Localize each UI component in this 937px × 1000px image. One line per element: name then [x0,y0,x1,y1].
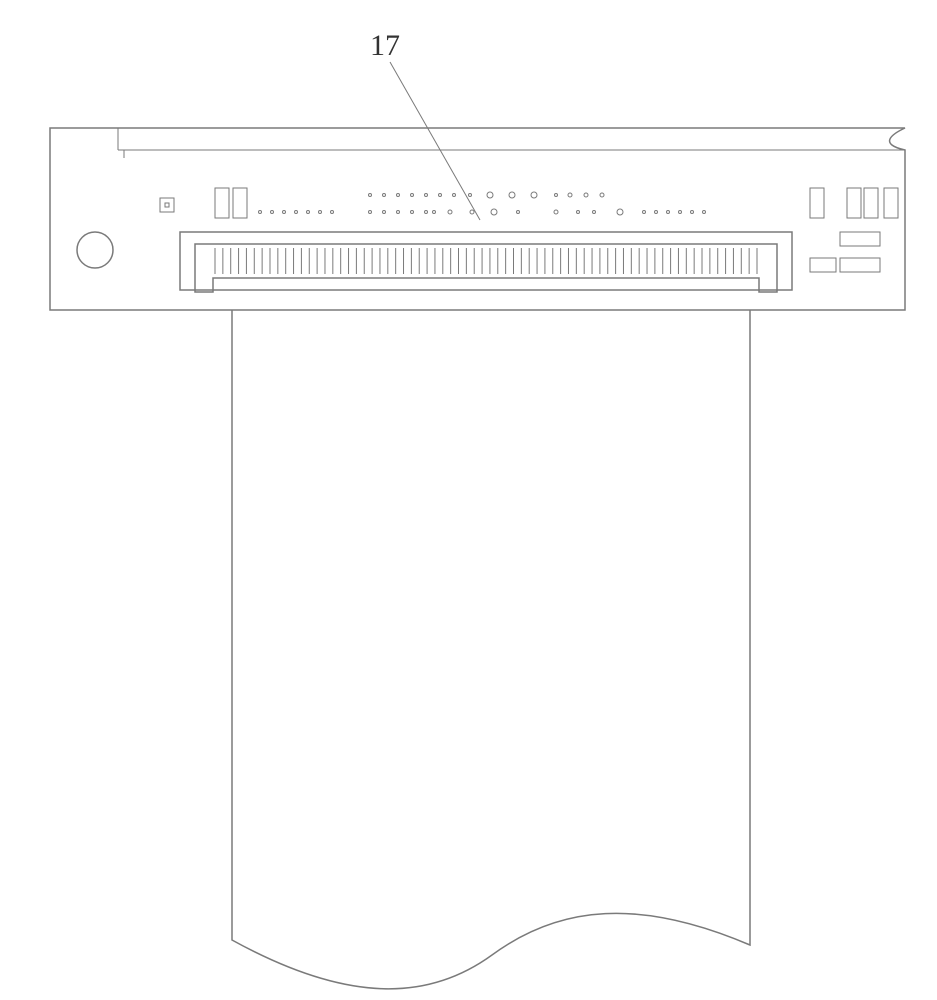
component-right-top-2 [864,188,878,218]
via-dot [411,194,414,197]
via-dot [509,192,515,198]
via-dot [295,211,298,214]
via-dot [439,194,442,197]
via-dot [667,211,670,214]
via-dot [469,194,472,197]
via-dot [470,210,474,214]
via-dot [307,211,310,214]
via-dot [319,211,322,214]
component-right-top-1 [847,188,861,218]
via-dot [617,209,623,215]
component-right-top-3 [884,188,898,218]
component-left-a [215,188,229,218]
component-right-low-0 [840,232,880,246]
via-dot [593,211,596,214]
component-right-top-0 [810,188,824,218]
via-dot [259,211,262,214]
flex-cable-outline [232,310,750,989]
via-dot [331,211,334,214]
via-dot [383,194,386,197]
via-dot [643,211,646,214]
via-dot [577,211,580,214]
test-pad-inner [165,203,169,207]
via-dot [425,211,428,214]
via-dot [425,194,428,197]
callout-17-leader [390,62,480,220]
via-dot [568,193,572,197]
via-dot [487,192,493,198]
via-dot [383,211,386,214]
connector-inner [195,244,777,292]
connector-pins [215,248,757,274]
via-dot [600,193,604,197]
callout-17-label: 17 [370,29,400,62]
via-dot [703,211,706,214]
via-dot [411,211,414,214]
via-dot [271,211,274,214]
via-dot [448,210,452,214]
via-dot [517,211,520,214]
via-dot [369,194,372,197]
via-dot [531,192,537,198]
via-dot [491,209,497,215]
component-right-low-1 [810,258,836,272]
screw-hole [77,232,113,268]
test-pad-outer [160,198,174,212]
via-dot [369,211,372,214]
via-dot [397,211,400,214]
via-dot [397,194,400,197]
via-dot [584,193,588,197]
via-dot [655,211,658,214]
via-dot [453,194,456,197]
via-dot [554,210,558,214]
via-dot [555,194,558,197]
via-dot [691,211,694,214]
component-left-b [233,188,247,218]
connector-outer [180,232,792,290]
via-dot [433,211,436,214]
via-dot [283,211,286,214]
via-dot [679,211,682,214]
component-right-low-2 [840,258,880,272]
